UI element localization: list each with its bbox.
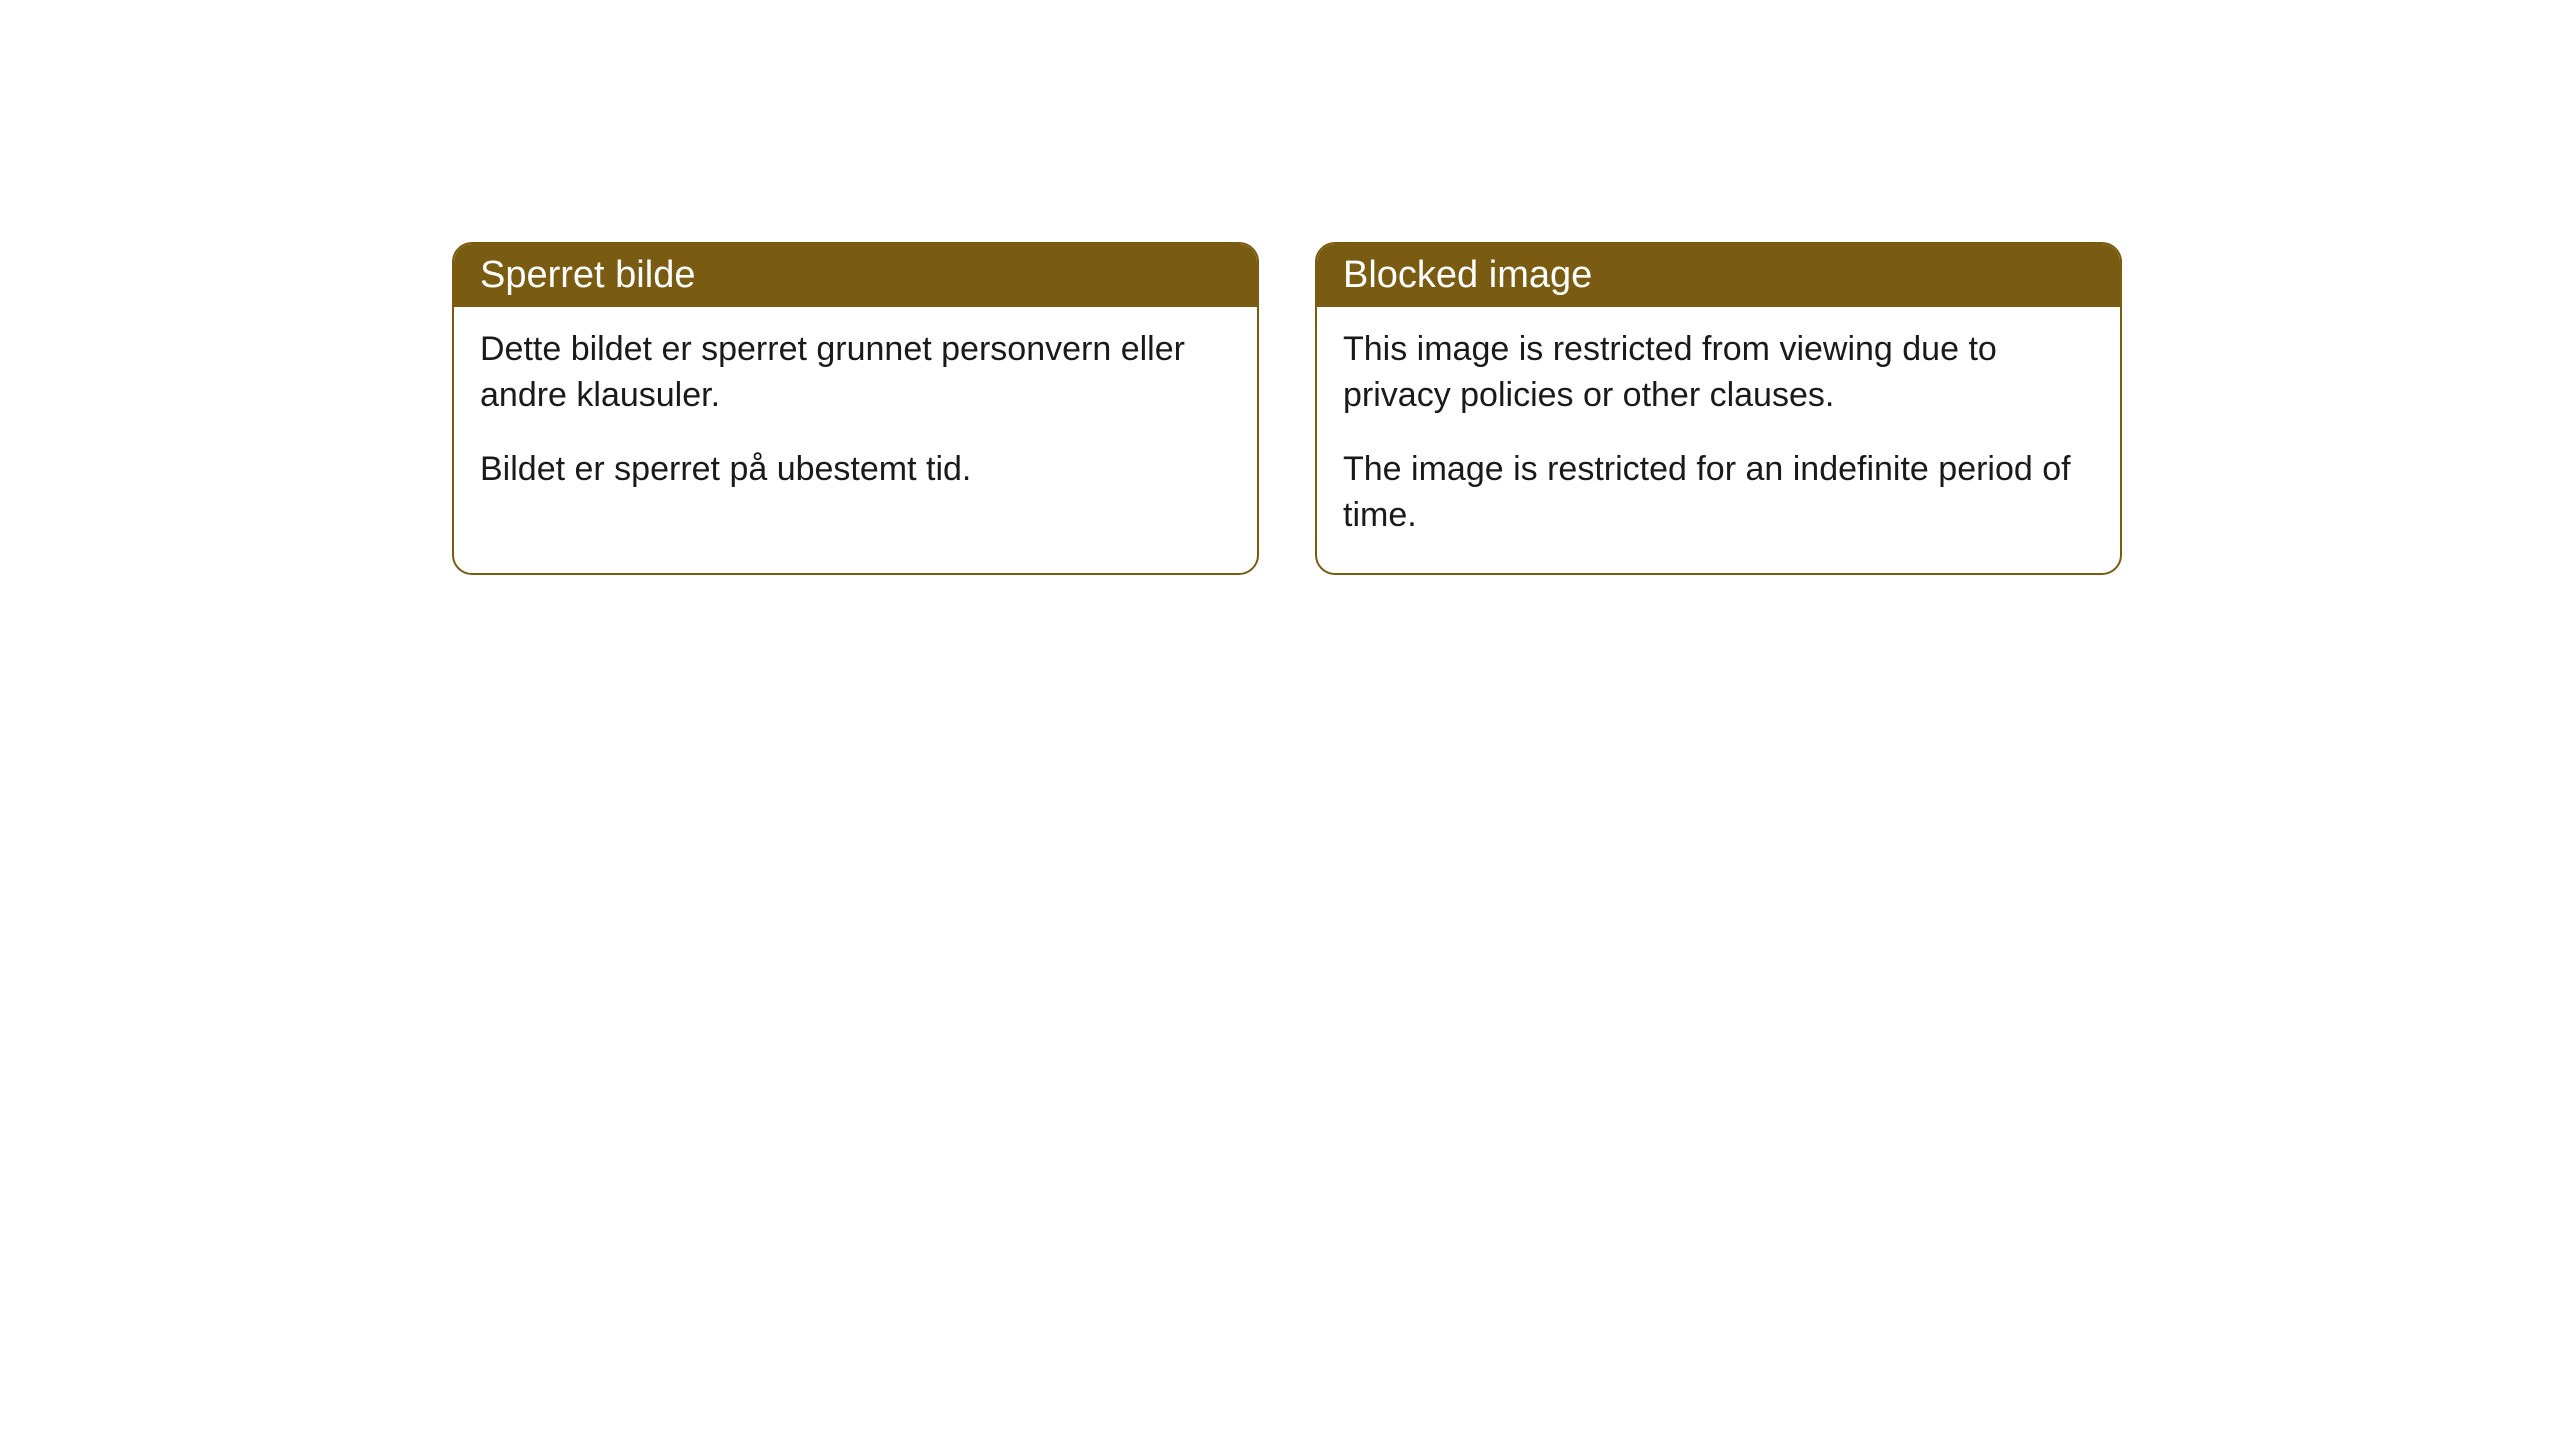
card-header-en: Blocked image [1317, 244, 2120, 307]
card-body-en: This image is restricted from viewing du… [1317, 307, 2120, 573]
card-para2-en: The image is restricted for an indefinit… [1343, 447, 2094, 539]
card-body-no: Dette bildet er sperret grunnet personve… [454, 307, 1257, 527]
card-para2-no: Bildet er sperret på ubestemt tid. [480, 447, 1231, 493]
cards-container: Sperret bilde Dette bildet er sperret gr… [452, 242, 2122, 575]
blocked-image-card-en: Blocked image This image is restricted f… [1315, 242, 2122, 575]
card-para1-no: Dette bildet er sperret grunnet personve… [480, 327, 1231, 419]
card-header-no: Sperret bilde [454, 244, 1257, 307]
blocked-image-card-no: Sperret bilde Dette bildet er sperret gr… [452, 242, 1259, 575]
card-para1-en: This image is restricted from viewing du… [1343, 327, 2094, 419]
